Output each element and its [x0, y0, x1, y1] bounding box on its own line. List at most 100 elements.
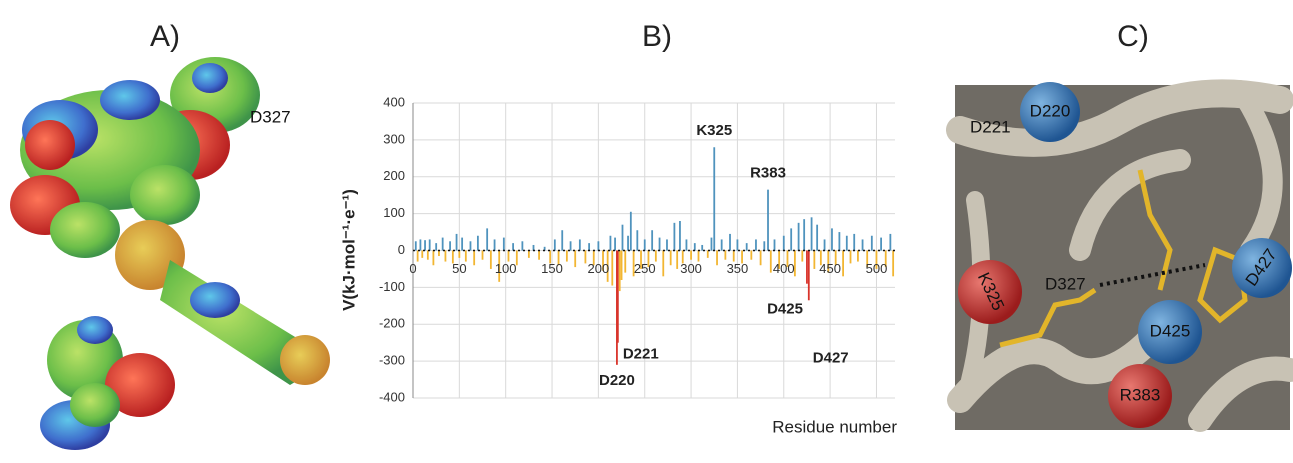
residue-label: R383: [1120, 385, 1161, 404]
bar: [578, 239, 581, 251]
bar: [679, 221, 681, 251]
bar: [769, 250, 772, 273]
x-tick-label: 200: [588, 261, 610, 276]
data-label: K325: [696, 122, 732, 139]
panel-title: A): [150, 20, 180, 53]
bar: [609, 235, 612, 251]
y-tick-label: -200: [379, 316, 405, 331]
y-tick-label: 100: [383, 205, 405, 220]
bar: [857, 250, 859, 262]
bar: [624, 250, 627, 273]
bar: [614, 237, 616, 251]
bar: [438, 250, 440, 257]
bar: [464, 250, 467, 262]
bar: [866, 250, 869, 268]
bar: [569, 241, 572, 251]
molecule-surface: [10, 57, 330, 450]
bar: [875, 250, 878, 269]
bar: [884, 250, 887, 268]
x-tick-label: 150: [541, 261, 563, 276]
bar: [849, 250, 852, 264]
bar: [793, 250, 796, 277]
bar: [773, 239, 776, 251]
bar: [710, 237, 713, 251]
bar: [759, 250, 762, 266]
x-tick-label: 0: [409, 261, 416, 276]
bar: [426, 250, 429, 260]
bar: [597, 241, 600, 251]
bar: [561, 230, 564, 251]
residue-label: D327: [250, 107, 291, 126]
bar: [831, 228, 833, 251]
y-tick-label: -300: [379, 353, 405, 368]
bar: [750, 250, 753, 260]
bar: [419, 239, 422, 251]
bar: [414, 241, 417, 251]
bar: [693, 243, 696, 251]
y-tick-label: 300: [383, 131, 405, 146]
bar: [889, 233, 892, 251]
bar: [763, 241, 766, 251]
bar: [602, 250, 604, 271]
y-tick-label: -100: [379, 279, 405, 294]
x-tick-label: 450: [819, 261, 841, 276]
bar: [640, 250, 642, 269]
bar: [588, 243, 591, 251]
structure-view: [946, 79, 1293, 432]
bar: [697, 250, 700, 262]
bar: [574, 250, 577, 268]
bar: [745, 243, 748, 251]
bar: [767, 189, 769, 251]
bar: [620, 250, 623, 280]
y-tick-label: -400: [379, 389, 405, 404]
y-tick-label: 200: [383, 168, 405, 183]
residue-label: D425: [1150, 321, 1191, 340]
bar: [892, 250, 895, 277]
panel-title: C): [1117, 20, 1149, 53]
x-tick-label: 400: [773, 261, 795, 276]
bar: [823, 239, 826, 251]
bar: [713, 147, 716, 251]
bar: [838, 232, 841, 251]
bar: [441, 237, 444, 251]
bar: [701, 244, 704, 251]
bar: [797, 222, 800, 251]
bar: [538, 250, 540, 260]
bar: [416, 250, 419, 262]
bar: [521, 241, 524, 251]
bar: [669, 250, 672, 266]
bar: [681, 250, 684, 264]
y-tick-label: 400: [383, 94, 405, 109]
bar: [449, 241, 451, 251]
bar: [807, 250, 810, 301]
y-axis-title: V(kJ·mol⁻¹·e⁻¹): [339, 189, 358, 311]
bar: [584, 250, 587, 264]
chart: -400 -300 -200 -100 0 100 200 300 400 0 50 100 150 20…: [339, 94, 897, 436]
x-tick-label: 250: [634, 261, 656, 276]
bar: [685, 239, 688, 251]
bar: [549, 250, 552, 264]
bar: [486, 228, 489, 251]
residue-label: D221: [970, 117, 1011, 136]
bar: [778, 250, 781, 269]
x-axis-title: Residue number: [772, 417, 897, 436]
bar: [845, 235, 848, 251]
bar: [502, 237, 505, 251]
bar: [880, 237, 882, 251]
bar: [455, 233, 458, 251]
bar: [489, 250, 492, 269]
bar: [458, 250, 461, 258]
bar: [557, 250, 560, 266]
panel-title: B): [642, 20, 672, 53]
bar: [498, 250, 501, 282]
bar: [870, 235, 873, 251]
x-tick-label: 300: [680, 261, 702, 276]
bar: [618, 250, 621, 292]
bar: [676, 250, 679, 269]
bar: [451, 250, 454, 264]
bar: [543, 246, 546, 251]
bar: [461, 237, 464, 251]
bar: [629, 211, 632, 251]
data-label: D425: [767, 301, 803, 318]
